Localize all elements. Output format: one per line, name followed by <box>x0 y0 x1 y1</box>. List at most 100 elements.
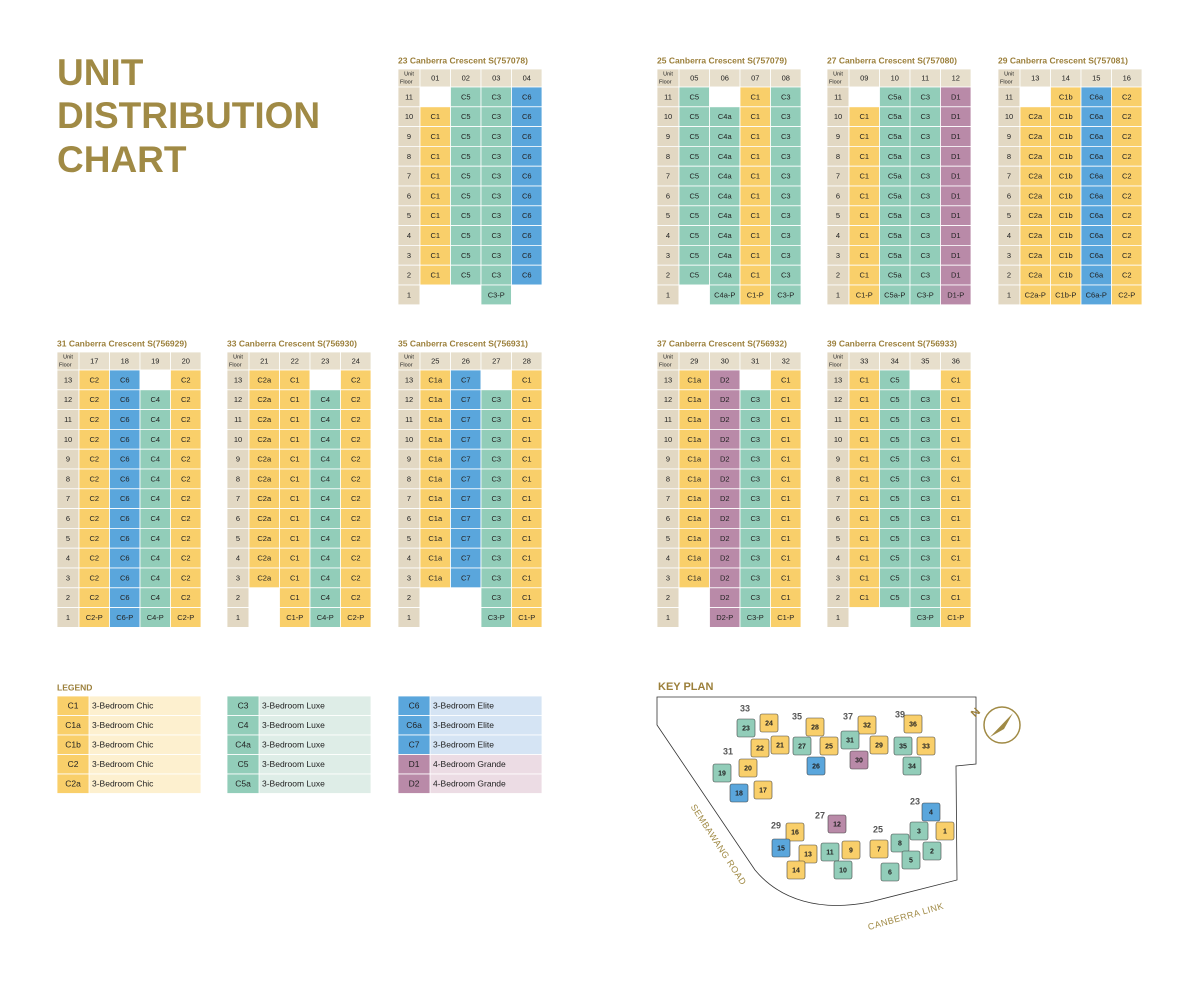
unit-header-label: 23 <box>321 356 329 365</box>
unit-type: C1 <box>859 494 869 503</box>
unit-type: C4 <box>150 395 160 404</box>
plan-unit <box>841 840 861 860</box>
plan-unit <box>712 763 732 783</box>
unit-type: C1 <box>430 271 440 280</box>
unit-header-label: 25 <box>431 356 439 365</box>
unit-type: C3 <box>920 395 930 404</box>
unit-type: C1 <box>859 435 869 444</box>
unit-type: C2 <box>181 494 191 503</box>
building-label: 33 <box>740 703 750 713</box>
plan-unit <box>771 838 791 858</box>
unit-type: C2 <box>181 395 191 404</box>
plan-unit-label: 14 <box>792 867 800 874</box>
corner-floor: Floor <box>829 79 842 85</box>
unit-type: C2-P <box>86 613 103 622</box>
unit-type: C3 <box>920 251 930 260</box>
floor-label: 5 <box>666 211 670 220</box>
unit-type: C5 <box>689 92 699 101</box>
unit-cell <box>340 607 372 628</box>
unit-header-label: 33 <box>860 356 868 365</box>
unit-type: C3 <box>920 191 930 200</box>
unit-type: C5 <box>461 271 471 280</box>
building-label: 23 <box>910 796 920 806</box>
corner-floor: Floor <box>400 79 413 85</box>
unit-type: D1 <box>951 271 961 280</box>
floor-label: 4 <box>236 554 240 563</box>
floor-label: 5 <box>407 211 411 220</box>
unit-type: C5 <box>890 474 900 483</box>
unit-type: C1-P <box>856 290 873 299</box>
unit-type: C7 <box>461 375 471 384</box>
floor-label: 11 <box>234 415 242 424</box>
floor-label: 10 <box>1005 112 1013 121</box>
unit-type: C6 <box>120 435 130 444</box>
unit-type: C1 <box>781 593 791 602</box>
floor-label: 2 <box>407 593 411 602</box>
floor-label: 8 <box>66 474 70 483</box>
unit-type: C4 <box>320 494 330 503</box>
unit-header-label: 07 <box>751 73 759 82</box>
plan-unit-label: 19 <box>718 770 726 777</box>
unit-type: C6a <box>1089 211 1104 220</box>
unit-type: D2 <box>720 554 730 563</box>
unit-type: C1a <box>428 554 443 563</box>
unit-type: C5 <box>689 112 699 121</box>
site-outline <box>656 696 977 906</box>
unit-type: C1b <box>1059 251 1073 260</box>
unit-header-label: 01 <box>431 73 439 82</box>
plan-unit-label: 18 <box>735 790 743 797</box>
legend-name: 3-Bedroom Chic <box>92 720 154 730</box>
unit-type: C1a <box>687 395 702 404</box>
unit-type: C4 <box>320 415 330 424</box>
unit-type: D1 <box>951 132 961 141</box>
unit-cell <box>419 284 451 306</box>
plan-unit <box>798 844 818 864</box>
road-label: SEMBAWANG ROAD <box>689 802 749 887</box>
unit-type: C1 <box>290 494 300 503</box>
unit-type: C6 <box>522 271 532 280</box>
unit-type: D2 <box>720 593 730 602</box>
unit-type: C3 <box>920 231 930 240</box>
unit-type: C5 <box>689 191 699 200</box>
floor-label: 9 <box>836 455 840 464</box>
floor-label: 11 <box>834 415 842 424</box>
unit-type: C2 <box>181 455 191 464</box>
floor-label: 2 <box>66 593 70 602</box>
floor-label: 11 <box>834 92 842 101</box>
unit-type: C1 <box>522 534 532 543</box>
floor-label: 12 <box>834 395 842 404</box>
floor-label: 9 <box>236 455 240 464</box>
corner-unit: Unit <box>663 354 673 360</box>
legend-name: 4-Bedroom Grande <box>433 778 506 788</box>
plan-unit <box>890 833 910 853</box>
key-plan-title: KEY PLAN <box>658 681 713 693</box>
north-label: N <box>969 706 983 720</box>
floor-label: 7 <box>666 494 670 503</box>
unit-type: C3 <box>781 251 791 260</box>
unit-type: C5a <box>888 132 903 141</box>
plan-unit <box>921 802 941 822</box>
floor-label: 6 <box>66 514 70 523</box>
unit-type: C1b <box>1059 231 1073 240</box>
unit-type: C1a <box>428 455 443 464</box>
floor-label: 12 <box>234 395 242 404</box>
block-title: 33 Canberra Crescent S(756930) <box>227 338 357 348</box>
unit-type: C3 <box>750 593 760 602</box>
floor-label: 3 <box>407 573 411 582</box>
unit-header-label: 04 <box>523 73 531 82</box>
unit-type: C3 <box>920 415 930 424</box>
unit-type: C2 <box>351 494 361 503</box>
unit-type: C2 <box>351 514 361 523</box>
floor-label: 6 <box>236 514 240 523</box>
corner-unit: Unit <box>404 354 414 360</box>
floor-label: 9 <box>66 455 70 464</box>
unit-type: C1 <box>781 435 791 444</box>
plan-unit <box>935 821 955 841</box>
unit-type: C1 <box>859 132 869 141</box>
plan-unit-label: 29 <box>875 742 883 749</box>
floor-label: 5 <box>407 534 411 543</box>
plan-unit <box>819 736 839 756</box>
unit-type: C1-P <box>286 613 303 622</box>
unit-header-label: 30 <box>721 356 729 365</box>
plan-unit <box>901 850 921 870</box>
